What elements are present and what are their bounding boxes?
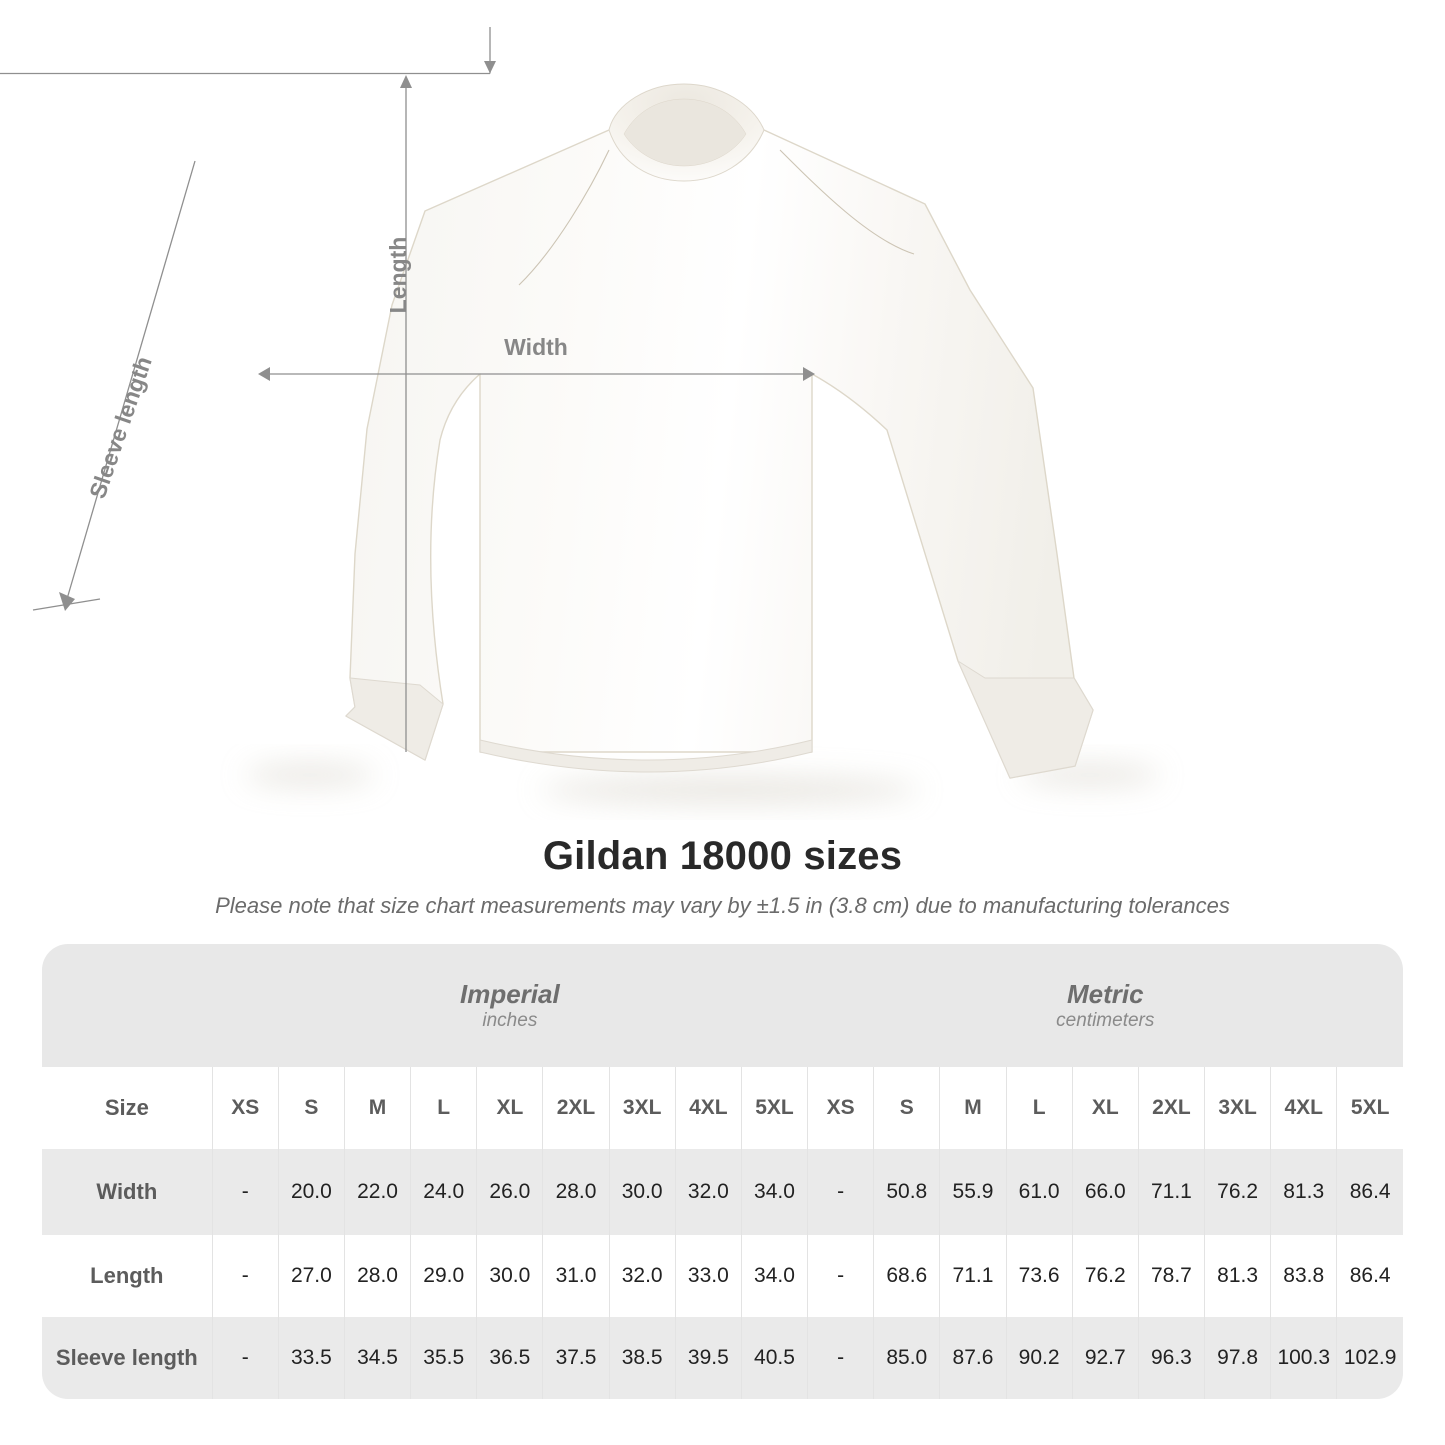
svg-text:Sleeve length: Sleeve length: [84, 353, 157, 502]
svg-text:Width: Width: [504, 334, 568, 360]
svg-text:Length: Length: [385, 237, 411, 314]
